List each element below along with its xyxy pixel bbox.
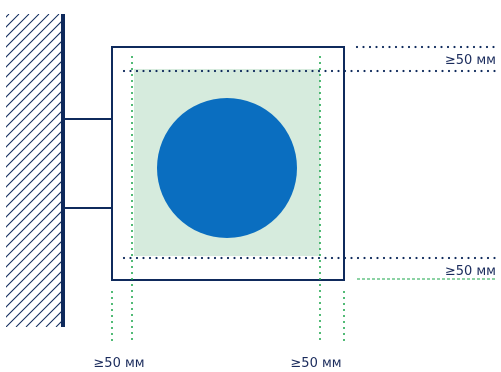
wall-hatch: [6, 14, 62, 327]
hatch-line: [6, 14, 30, 38]
hatch-line: [6, 70, 62, 128]
device-circle: [157, 98, 297, 238]
hatch-line: [6, 30, 62, 88]
hatch-line: [6, 120, 62, 178]
hatch-line: [6, 60, 62, 118]
hatch-line: [6, 40, 62, 98]
hatch-line: [6, 14, 10, 18]
device-frame: [111, 46, 345, 281]
hatch-line: [6, 14, 60, 68]
label-top-right: ≥50 мм: [445, 53, 496, 68]
label-bottom-right: ≥50 мм: [445, 264, 496, 279]
hatch-line: [6, 130, 62, 188]
hatch-line: [6, 240, 62, 298]
hatch-line: [6, 270, 62, 327]
hatch-line: [6, 50, 62, 108]
hatch-line: [6, 20, 62, 78]
hatch-line: [6, 140, 62, 198]
hatch-line: [6, 14, 20, 28]
hatch-line: [6, 230, 62, 288]
label-bottom-center: ≥50 мм: [290, 356, 341, 371]
hatch-line: [6, 250, 62, 308]
label-bottom-left: ≥50 мм: [93, 356, 144, 371]
hatch-line: [6, 150, 62, 208]
hatch-line: [6, 220, 62, 278]
hatch-line: [6, 260, 62, 318]
hatch-line: [6, 160, 62, 218]
